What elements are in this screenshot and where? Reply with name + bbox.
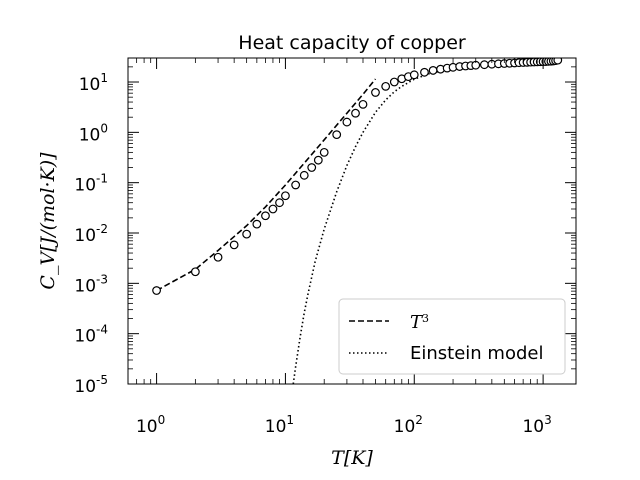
data-point xyxy=(319,147,329,157)
plot-frame xyxy=(127,57,577,385)
y-tick-label: 10-1 xyxy=(74,172,108,196)
y-tick-label-base: 10 xyxy=(74,226,96,246)
y-tick-label-exp: -5 xyxy=(96,373,108,387)
data-point xyxy=(268,204,278,214)
data-point xyxy=(252,219,262,229)
y-tick-label-exp: -3 xyxy=(96,272,108,286)
data-point xyxy=(313,155,323,165)
legend-box xyxy=(338,298,566,375)
y-tick-label: 10-5 xyxy=(74,373,108,397)
y-tick-label-exp: -4 xyxy=(96,323,108,337)
x-axis-label: T[K] xyxy=(331,447,373,469)
x-axis-label-text: T[K] xyxy=(331,447,373,469)
y-tick-label: 10-4 xyxy=(74,323,108,347)
x-tick-label-base: 10 xyxy=(394,417,416,437)
data-point xyxy=(152,286,161,295)
y-axis-label: C_V[J/(mol·K)] xyxy=(37,152,59,290)
y-tick-label-base: 10 xyxy=(74,327,96,347)
y-tick-label-exp: -2 xyxy=(96,222,108,236)
data-point xyxy=(261,211,270,221)
x-tick-labels: 100 101 102 103 xyxy=(136,413,552,437)
y-tick-label-exp: 1 xyxy=(100,71,108,85)
data-point xyxy=(409,70,419,80)
y-tick-label-exp: 0 xyxy=(100,121,108,135)
axis-ticks xyxy=(127,57,576,385)
t3-line xyxy=(156,78,377,292)
y-tick-label-base: 10 xyxy=(79,75,101,95)
data-point xyxy=(307,163,317,172)
y-tick-label-exp: -1 xyxy=(96,172,108,186)
data-point xyxy=(299,170,309,180)
y-axis-label-text: C_V[J/(mol·K)] xyxy=(37,152,59,290)
x-tick-label-exp: 3 xyxy=(544,413,552,427)
data-point xyxy=(553,58,563,65)
x-tick-label-exp: 2 xyxy=(415,413,423,427)
y-tick-label-base: 10 xyxy=(74,176,96,196)
x-tick-label-base: 10 xyxy=(522,417,544,437)
data-point xyxy=(428,66,438,75)
legend-label-einstein: Einstein model xyxy=(410,343,543,364)
data-point xyxy=(358,99,368,109)
x-tick-label-exp: 0 xyxy=(158,413,166,427)
y-tick-label: 100 xyxy=(79,121,108,145)
data-point xyxy=(275,198,284,208)
data-point xyxy=(291,180,301,190)
data-point xyxy=(281,191,290,201)
legend: T3 Einstein model xyxy=(338,298,566,375)
x-tick-label-base: 10 xyxy=(136,417,158,437)
x-tick-label-base: 10 xyxy=(265,417,287,437)
y-tick-label: 10-2 xyxy=(74,222,108,246)
y-tick-label-base: 10 xyxy=(79,125,101,145)
y-tick-label: 101 xyxy=(79,71,108,95)
data-point xyxy=(332,130,342,140)
data-point xyxy=(381,81,391,91)
data-point xyxy=(213,252,223,262)
data-point xyxy=(479,60,489,70)
plot-area xyxy=(152,58,563,384)
x-tick-label: 102 xyxy=(394,413,423,437)
data-point xyxy=(389,77,399,87)
data-point xyxy=(190,267,200,277)
x-tick-label: 100 xyxy=(136,413,165,437)
legend-label-t3-exp: 3 xyxy=(422,312,429,325)
x-tick-label: 101 xyxy=(265,413,294,437)
data-point xyxy=(242,229,252,239)
data-point xyxy=(351,108,360,118)
x-tick-label: 103 xyxy=(522,413,551,437)
data-point xyxy=(371,88,380,97)
data-point xyxy=(229,240,239,250)
y-tick-label: 10-3 xyxy=(74,272,108,296)
data-point xyxy=(420,67,429,77)
chart-title: Heat capacity of copper xyxy=(238,32,466,54)
x-tick-label-exp: 1 xyxy=(286,413,294,427)
data-point xyxy=(342,117,352,127)
y-tick-label-base: 10 xyxy=(74,276,96,296)
y-tick-label-base: 10 xyxy=(74,377,96,397)
